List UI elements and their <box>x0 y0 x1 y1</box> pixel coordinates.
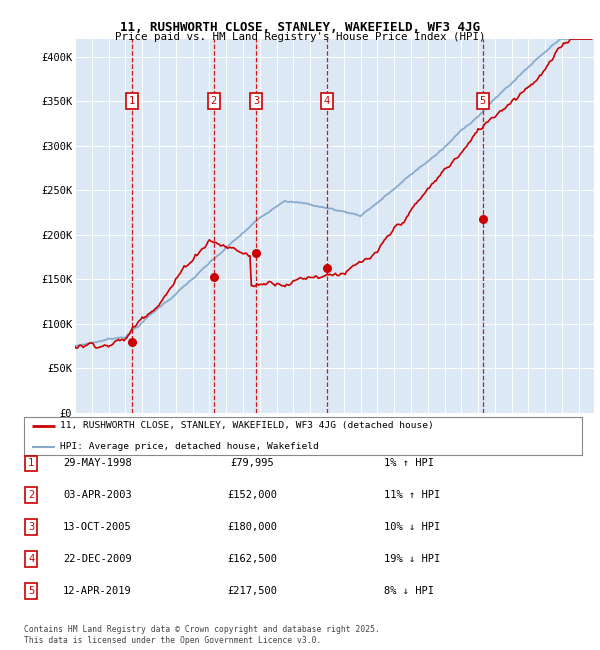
Text: 4: 4 <box>323 96 330 107</box>
Text: 2: 2 <box>28 490 34 501</box>
Text: Price paid vs. HM Land Registry's House Price Index (HPI): Price paid vs. HM Land Registry's House … <box>115 32 485 42</box>
Text: 12-APR-2019: 12-APR-2019 <box>63 586 132 596</box>
Text: 03-APR-2003: 03-APR-2003 <box>63 490 132 501</box>
Text: 11, RUSHWORTH CLOSE, STANLEY, WAKEFIELD, WF3 4JG (detached house): 11, RUSHWORTH CLOSE, STANLEY, WAKEFIELD,… <box>60 421 434 430</box>
Text: 13-OCT-2005: 13-OCT-2005 <box>63 522 132 532</box>
Text: 19% ↓ HPI: 19% ↓ HPI <box>384 554 440 564</box>
Text: 10% ↓ HPI: 10% ↓ HPI <box>384 522 440 532</box>
Text: 1% ↑ HPI: 1% ↑ HPI <box>384 458 434 469</box>
Text: 3: 3 <box>253 96 259 107</box>
Text: £152,000: £152,000 <box>227 490 277 501</box>
Text: £162,500: £162,500 <box>227 554 277 564</box>
Text: 8% ↓ HPI: 8% ↓ HPI <box>384 586 434 596</box>
Text: 5: 5 <box>28 586 34 596</box>
Text: 2: 2 <box>211 96 217 107</box>
Text: HPI: Average price, detached house, Wakefield: HPI: Average price, detached house, Wake… <box>60 442 319 451</box>
Text: 11% ↑ HPI: 11% ↑ HPI <box>384 490 440 501</box>
Text: £180,000: £180,000 <box>227 522 277 532</box>
Text: Contains HM Land Registry data © Crown copyright and database right 2025.
This d: Contains HM Land Registry data © Crown c… <box>24 625 380 645</box>
Text: 22-DEC-2009: 22-DEC-2009 <box>63 554 132 564</box>
Text: 5: 5 <box>479 96 486 107</box>
Text: £79,995: £79,995 <box>230 458 274 469</box>
Text: £217,500: £217,500 <box>227 586 277 596</box>
Text: 29-MAY-1998: 29-MAY-1998 <box>63 458 132 469</box>
Text: 4: 4 <box>28 554 34 564</box>
Text: 1: 1 <box>28 458 34 469</box>
Text: 11, RUSHWORTH CLOSE, STANLEY, WAKEFIELD, WF3 4JG: 11, RUSHWORTH CLOSE, STANLEY, WAKEFIELD,… <box>120 21 480 34</box>
Text: 3: 3 <box>28 522 34 532</box>
Text: 1: 1 <box>129 96 136 107</box>
